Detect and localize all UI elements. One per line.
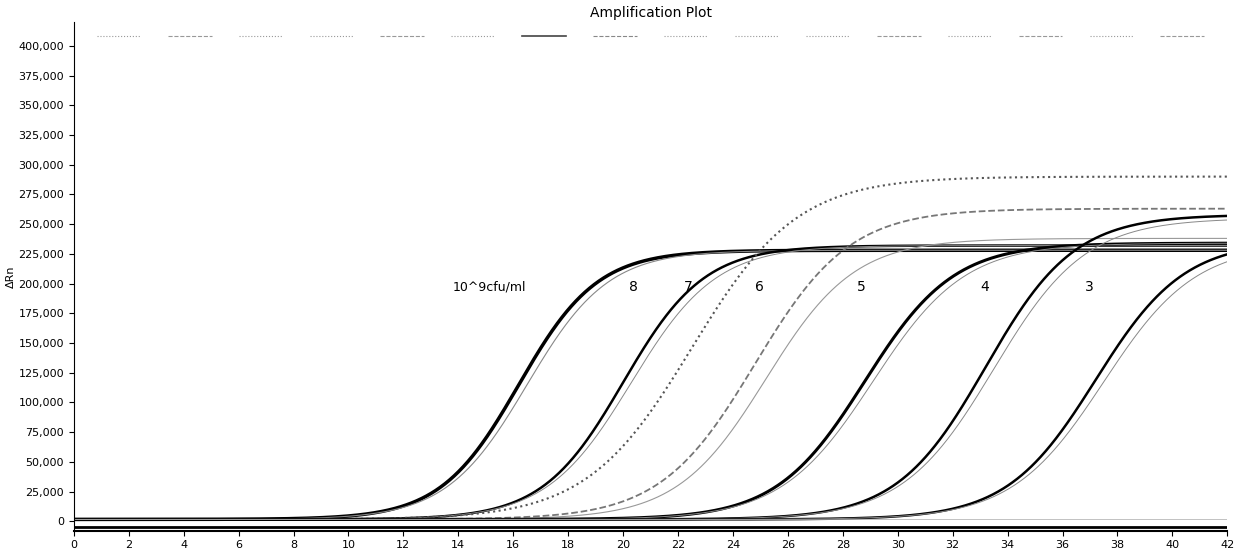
Text: 3: 3 — [1085, 280, 1094, 294]
Text: 6: 6 — [755, 280, 764, 294]
Text: 8: 8 — [629, 280, 637, 294]
Text: 10^9cfu/ml: 10^9cfu/ml — [453, 281, 526, 294]
Text: 4: 4 — [980, 280, 988, 294]
Text: 5: 5 — [857, 280, 866, 294]
Y-axis label: ΔRn: ΔRn — [5, 265, 16, 287]
Title: Amplification Plot: Amplification Plot — [589, 6, 712, 19]
Text: 7: 7 — [683, 280, 692, 294]
